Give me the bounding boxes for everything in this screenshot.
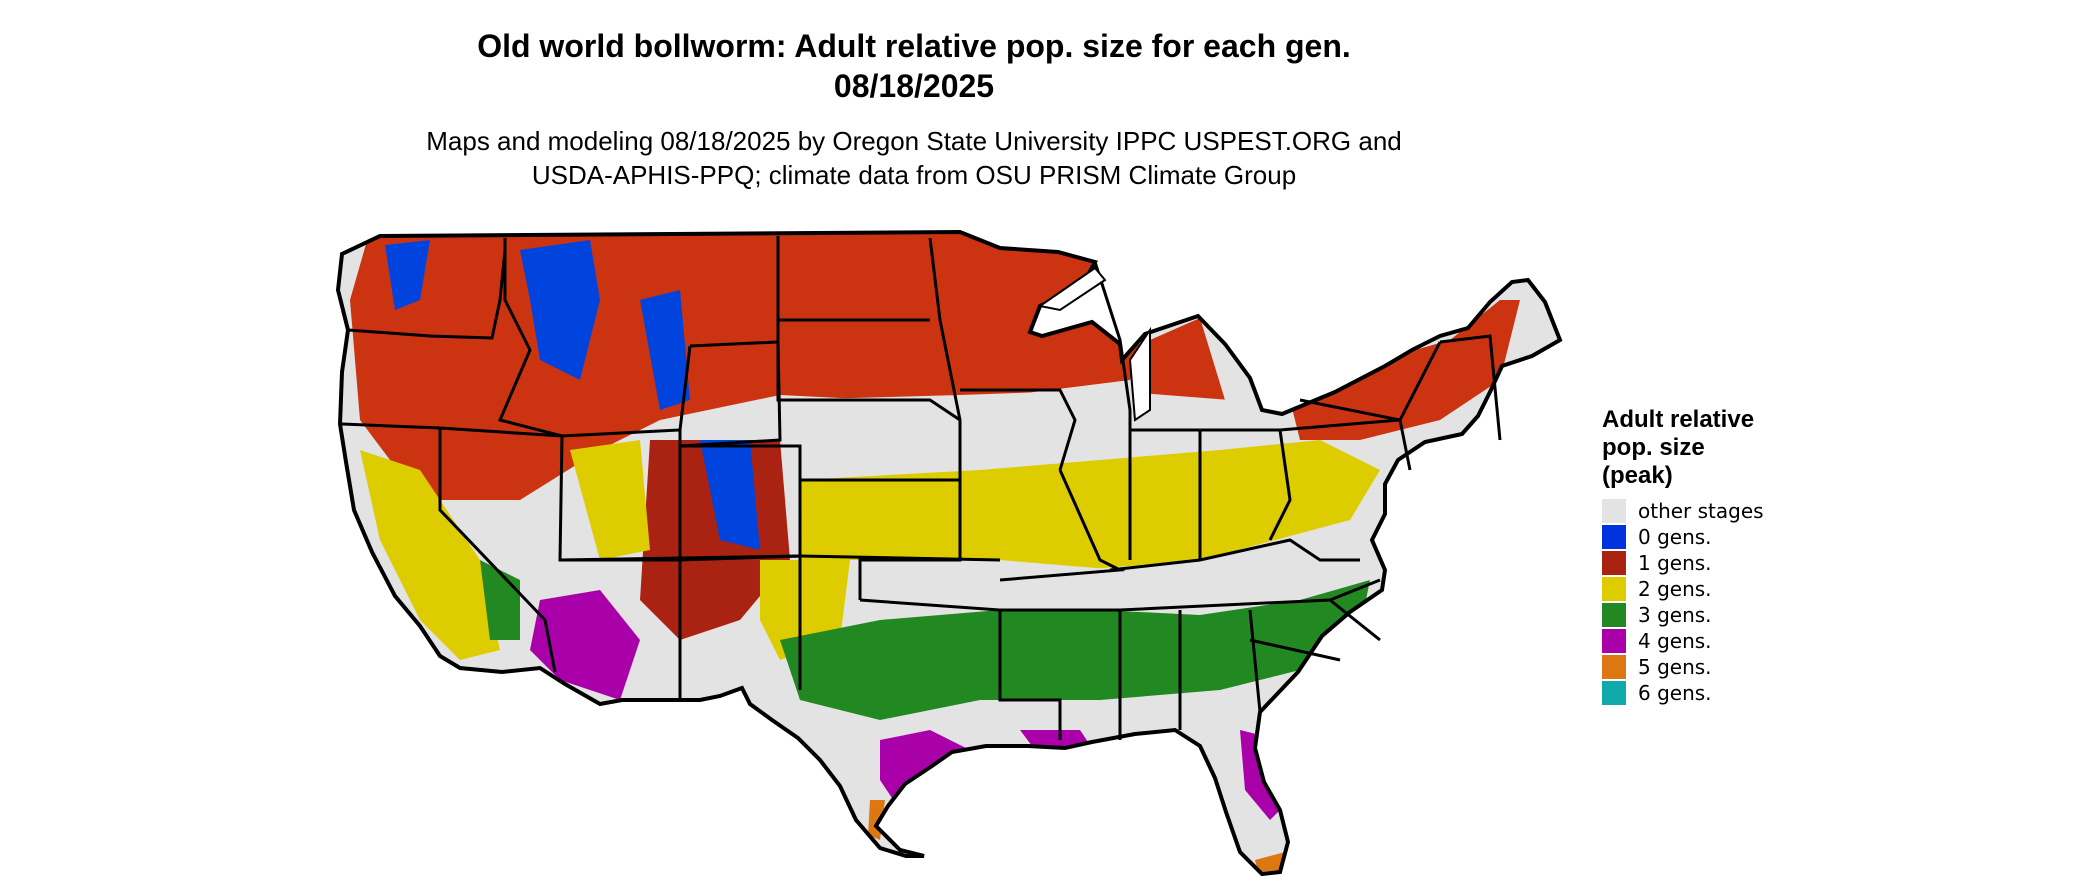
region-0-gen-cascades bbox=[385, 240, 430, 310]
boundary-in-oh bbox=[1130, 428, 1292, 560]
boundary-tx-la bbox=[859, 598, 1062, 740]
region-4-gen-arizona bbox=[530, 590, 640, 700]
region-2-gen-central-belt bbox=[800, 440, 1380, 570]
legend-swatch bbox=[1602, 655, 1626, 679]
legend-label: 2 gens. bbox=[1638, 577, 1712, 601]
legend-item: 5 gens. bbox=[1602, 654, 1764, 680]
boundary-ok-ks bbox=[799, 554, 1001, 562]
map-subtitle-line-1: Maps and modeling 08/18/2025 by Oregon S… bbox=[426, 126, 1402, 156]
map-title-line-1: Old world bollworm: Adult relative pop. … bbox=[477, 28, 1351, 64]
legend-title-line-3: (peak) bbox=[1602, 462, 1673, 489]
legend-item: 1 gens. bbox=[1602, 550, 1764, 576]
state-boundaries bbox=[341, 236, 1502, 740]
legend-label: 5 gens. bbox=[1638, 655, 1712, 679]
legend-item: other stages bbox=[1602, 498, 1764, 524]
legend-swatch bbox=[1602, 603, 1626, 627]
legend-item: 3 gens. bbox=[1602, 602, 1764, 628]
legend-swatch bbox=[1602, 499, 1626, 523]
legend-label: 0 gens. bbox=[1638, 525, 1712, 549]
boundary-wi-il bbox=[1093, 261, 1132, 560]
boundary-carolinas bbox=[1249, 598, 1381, 662]
legend-label: 4 gens. bbox=[1638, 629, 1712, 653]
legend: Adult relative pop. size (peak) other st… bbox=[1602, 406, 1764, 706]
map-subtitle-line-2: USDA-APHIS-PPQ; climate data from OSU PR… bbox=[531, 160, 1297, 190]
legend-item: 6 gens. bbox=[1602, 680, 1764, 706]
legend-title: Adult relative pop. size (peak) bbox=[1602, 406, 1764, 490]
lake-michigan bbox=[1128, 326, 1151, 422]
region-1-gen-northeast bbox=[1290, 300, 1520, 440]
region-0-gen-wyoming bbox=[640, 290, 690, 410]
boundary-missouri bbox=[999, 469, 1126, 582]
legend-item: 0 gens. bbox=[1602, 524, 1764, 550]
legend-swatch bbox=[1602, 681, 1626, 705]
region-0-gen-colorado bbox=[700, 440, 760, 550]
boundary-ca-nv bbox=[438, 428, 557, 673]
lake-superior bbox=[1037, 266, 1107, 312]
legend-label: 1 gens. bbox=[1638, 551, 1712, 575]
boundary-wa-or bbox=[347, 249, 507, 340]
legend-items: other stages 0 gens. 1 gens. 2 gens. 3 gens.… bbox=[1602, 498, 1764, 706]
region-2-gen-california bbox=[360, 450, 500, 660]
boundary-deep-south bbox=[1118, 609, 1262, 740]
boundary-dakotas-west bbox=[776, 236, 961, 422]
map-title: Old world bollworm: Adult relative pop. … bbox=[0, 26, 1828, 106]
legend-swatch bbox=[1602, 629, 1626, 653]
legend-label: 3 gens. bbox=[1638, 603, 1712, 627]
region-0-gen-idaho bbox=[520, 240, 600, 380]
legend-item: 4 gens. bbox=[1602, 628, 1764, 654]
region-3-gen-desert bbox=[480, 560, 520, 640]
map-title-line-2: 08/18/2025 bbox=[833, 68, 995, 104]
legend-label: other stages bbox=[1638, 499, 1764, 523]
legend-item: 2 gens. bbox=[1602, 576, 1764, 602]
region-3-gen-south bbox=[780, 580, 1370, 720]
region-2-gen-great-basin bbox=[570, 440, 650, 560]
legend-label: 6 gens. bbox=[1638, 681, 1712, 705]
region-1-gen-michigan bbox=[1150, 318, 1225, 410]
legend-title-line-2: pop. size bbox=[1602, 434, 1705, 461]
legend-title-line-1: Adult relative bbox=[1602, 406, 1755, 433]
boundary-iowa bbox=[960, 388, 1077, 471]
boundary-ny-ne bbox=[1299, 334, 1502, 441]
region-5-gen-south-florida bbox=[1255, 852, 1285, 872]
legend-swatch bbox=[1602, 551, 1626, 575]
legend-swatch bbox=[1602, 525, 1626, 549]
map-subtitle: Maps and modeling 08/18/2025 by Oregon S… bbox=[0, 124, 1828, 192]
legend-swatch bbox=[1602, 577, 1626, 601]
